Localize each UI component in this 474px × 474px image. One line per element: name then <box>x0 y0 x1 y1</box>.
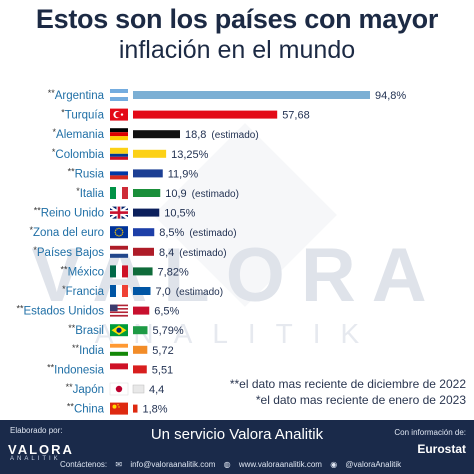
note-label: (estimado) <box>192 189 239 200</box>
contacts-label: Contáctenos: <box>60 460 108 469</box>
flag-argentina-icon <box>110 89 128 101</box>
country-label: **Indonesia <box>47 362 104 376</box>
value-label: 18,8 <box>185 129 206 141</box>
flag-italia-icon <box>110 187 128 199</box>
bar <box>133 345 148 354</box>
email-icon: ✉ <box>115 460 123 469</box>
bar <box>133 208 160 217</box>
flag-reino-unido-icon <box>109 205 129 220</box>
country-label: **China <box>67 402 105 416</box>
note-label: (estimado) <box>176 287 223 298</box>
footnote-january: *el dato mas reciente de enero de 2023 <box>255 393 466 407</box>
country-label: *Países Bajos <box>33 245 104 259</box>
flag-estados-unidos-icon <box>110 304 128 317</box>
bar <box>133 189 161 197</box>
flag-turquia-icon <box>110 108 128 121</box>
value-label: 10,5% <box>164 208 195 220</box>
value-label: 4,4 <box>149 384 164 396</box>
value-label: 6,5% <box>154 306 179 318</box>
chart-title: Estos son los países con mayor <box>35 4 439 34</box>
value-label: 57,68 <box>282 110 310 122</box>
flag-japon-icon <box>109 382 129 396</box>
flag-india-icon <box>110 343 128 356</box>
value-label: 8,4 <box>159 247 174 259</box>
note-label: (estimado) <box>189 228 236 239</box>
flag-zona-del-euro-icon <box>110 226 128 239</box>
country-label: **Argentina <box>48 88 105 102</box>
flag-francia-icon <box>110 285 128 297</box>
country-label: *Turquía <box>61 108 104 122</box>
country-label: **Rusia <box>68 166 105 180</box>
bar <box>133 267 153 276</box>
valora-logo: VALORA <box>8 442 74 457</box>
bar <box>133 110 278 119</box>
value-label: 94,8% <box>375 90 406 102</box>
country-label: *Alemania <box>53 127 105 141</box>
country-label: **Estados Unidos <box>16 304 104 318</box>
country-label: **India <box>72 343 105 357</box>
value-label: 8,5% <box>159 227 184 239</box>
flag-mexico-icon <box>110 265 128 278</box>
chart-subtitle: inflación en el mundo <box>118 36 356 64</box>
value-label: 7,82% <box>158 266 189 278</box>
flag-paises-bajos-icon <box>110 245 128 258</box>
bar <box>133 287 151 295</box>
flag-alemania-icon <box>110 128 128 141</box>
footer-tagline: Un servicio Valora Analitik <box>150 426 324 443</box>
footer-source: Eurostat <box>417 442 466 456</box>
country-label: *Zona del euro <box>30 225 104 239</box>
valora-logo-sub: ANALITIK <box>10 456 61 462</box>
country-label: *Colombia <box>52 147 105 161</box>
footer-info-label: Con información de: <box>394 428 466 437</box>
bar <box>133 130 180 139</box>
bar <box>133 169 163 178</box>
bar <box>133 228 155 237</box>
country-label: *Francia <box>62 284 104 298</box>
footer-elaborado-label: Elaborado por: <box>10 426 63 435</box>
footnote-december: **el dato mas reciente de diciembre de 2… <box>229 377 466 391</box>
social-handle[interactable]: @valoraAnalitik <box>345 460 402 469</box>
country-label: **Reino Unido <box>34 206 104 220</box>
country-label: **Japón <box>66 382 104 396</box>
flag-rusia-icon <box>110 167 128 180</box>
country-label: *Italia <box>76 186 104 200</box>
bar <box>133 247 154 256</box>
bar <box>133 149 167 158</box>
flag-brasil-icon <box>110 324 128 337</box>
value-label: 5,72 <box>152 345 173 357</box>
bar <box>133 91 370 99</box>
value-label: 13,25% <box>171 149 209 161</box>
bar <box>133 306 150 315</box>
footer-contacts: Contáctenos: ✉ info@valoraanalitik.com ◍… <box>60 460 407 469</box>
bar <box>133 404 138 413</box>
web-link[interactable]: www.valoraanalitik.com <box>238 460 322 469</box>
flag-colombia-icon <box>110 147 128 160</box>
bar <box>133 326 148 335</box>
value-label: 7,0 <box>156 286 171 298</box>
value-label: 5,79% <box>152 325 183 337</box>
value-label: 5,51 <box>152 364 173 376</box>
social-icon: ◉ <box>330 460 338 469</box>
bar-chart: **Argentina 94,8% *Turquía 57,68 *Alemania 18… <box>16 88 406 416</box>
country-label: **Brasil <box>68 323 104 337</box>
flag-china-icon <box>110 402 128 415</box>
bar <box>132 384 145 394</box>
web-icon: ◍ <box>223 460 231 469</box>
email-link[interactable]: info@valoraanalitik.com <box>130 460 216 469</box>
value-label: 11,9% <box>168 168 199 180</box>
value-label: 1,8% <box>143 404 168 416</box>
value-label: 10,9 <box>165 188 186 200</box>
bar <box>133 365 147 374</box>
note-label: (estimado) <box>179 248 226 259</box>
note-label: (estimado) <box>211 130 258 141</box>
watermark-text: VALORA <box>31 233 443 318</box>
flag-indonesia-icon <box>110 363 128 376</box>
footer: Elaborado por: VALORA ANALITIK Un servic… <box>0 420 474 474</box>
country-label: **México <box>61 264 104 278</box>
